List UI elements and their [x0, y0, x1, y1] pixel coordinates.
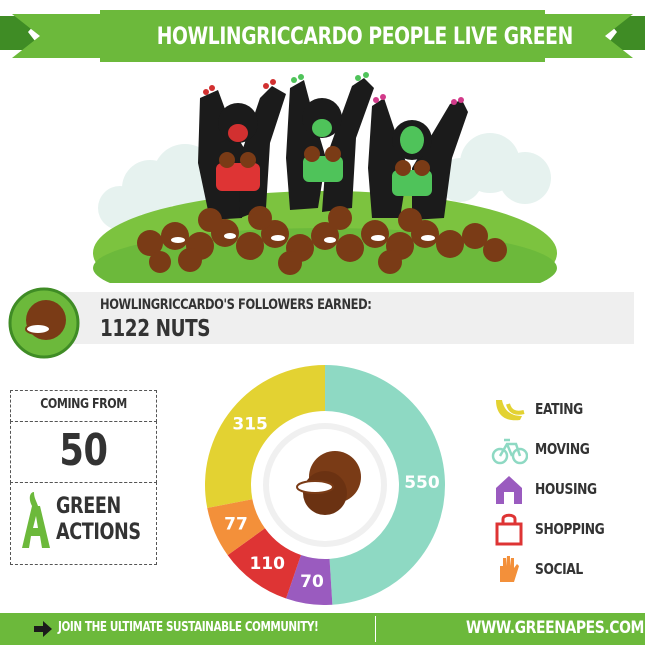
donut-slice-moving: [325, 365, 445, 605]
donut-slice-housing: [286, 554, 333, 605]
donut-slice-social: [207, 499, 265, 556]
gorilla-left: [198, 79, 286, 220]
legend-label: HOUSING: [535, 480, 597, 498]
green-actions-label: GREEN ACTIONS: [56, 494, 141, 546]
legend-item-moving: MOVING: [490, 432, 630, 466]
legend-item-housing: HOUSING: [490, 472, 630, 506]
legend-label: MOVING: [535, 440, 590, 458]
donut-label-moving: 550: [404, 473, 440, 493]
earnings-band: [56, 292, 634, 344]
join-community-link[interactable]: JOIN THE ULTIMATE SUSTAINABLE COMMUNITY!: [58, 620, 319, 635]
bicycle-icon: [491, 438, 528, 465]
header-ribbon: [0, 10, 645, 62]
earnings-label: HOWLINGRICCARDO'S FOLLOWERS EARNED:: [100, 297, 372, 313]
donut-label-social: 77: [224, 515, 248, 535]
earnings-value: 1122 NUTS: [100, 316, 211, 342]
gorilla-right: [368, 94, 468, 220]
website-link[interactable]: WWW.GREENAPES.COM: [466, 618, 645, 638]
green-a-icon: [22, 492, 50, 548]
legend-item-shopping: SHOPPING: [490, 512, 630, 546]
legend-label: SOCIAL: [535, 560, 583, 578]
legend-item-social: SOCIAL: [490, 552, 630, 586]
donut-slice-shopping: [227, 528, 301, 599]
banana-icon: [496, 400, 525, 421]
gorillas-illustration: [93, 72, 557, 283]
house-icon: [496, 476, 522, 504]
coming-from-box: [10, 390, 157, 565]
gorilla-middle: [286, 72, 374, 212]
green-actions-count: 50: [59, 425, 108, 476]
donut-slice-eating: [205, 365, 325, 509]
footer-bar: [0, 613, 645, 645]
donut-label-eating: 315: [232, 414, 268, 434]
green-actions-line1: GREEN: [56, 494, 121, 519]
legend-item-eating: EATING: [490, 392, 630, 426]
coming-from-label: COMING FROM: [40, 397, 127, 412]
donut-label-housing: 70: [300, 572, 324, 592]
donut-label-shopping: 110: [249, 554, 285, 574]
legend-label: SHOPPING: [535, 520, 605, 538]
green-actions-line2: ACTIONS: [56, 520, 141, 545]
hand-icon: [500, 556, 519, 582]
footer-divider: [375, 616, 376, 642]
page-title: HOWLINGRICCARDO PEOPLE LIVE GREEN: [156, 22, 573, 50]
coconut-badge-icon: [8, 287, 80, 359]
legend-label: EATING: [535, 400, 583, 418]
coconut-center-icon: [296, 451, 361, 515]
arrow-right-icon: [34, 621, 52, 637]
shopping-bag-icon: [495, 513, 523, 546]
